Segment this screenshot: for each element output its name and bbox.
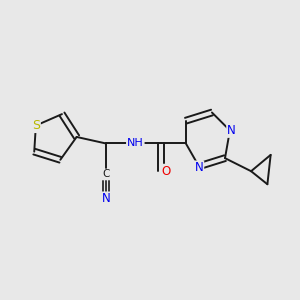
Text: C: C [102, 169, 110, 179]
Text: N: N [102, 192, 110, 206]
Text: S: S [32, 119, 40, 132]
Text: N: N [194, 161, 203, 174]
Text: N: N [227, 124, 236, 137]
Text: NH: NH [127, 139, 144, 148]
Text: O: O [162, 165, 171, 178]
